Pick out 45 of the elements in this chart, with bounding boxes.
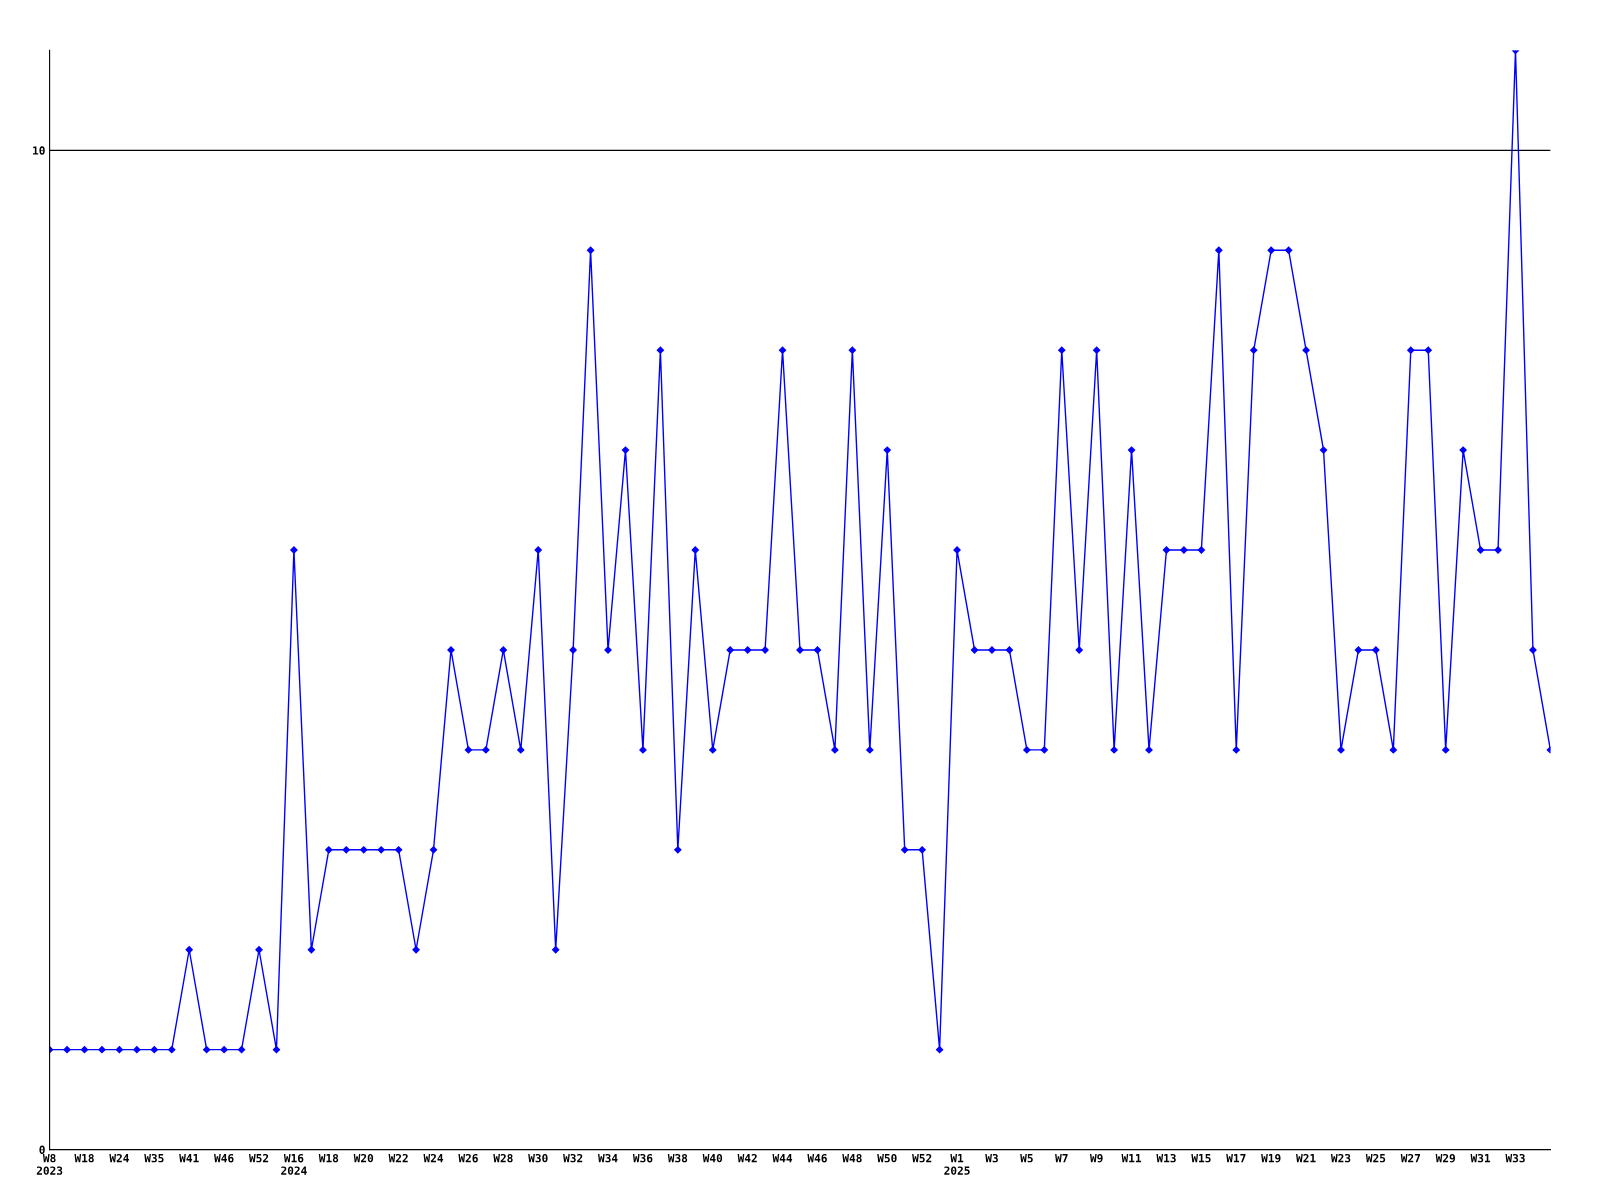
x-tick-label: W28 [493,1153,513,1163]
x-tick-label: W24 [109,1153,129,1163]
x-tick-label: W38 [667,1153,688,1163]
x-tick-label: W30 [528,1153,548,1163]
x-tick-label: W7 [1055,1154,1068,1163]
x-tick-label: W41 [179,1154,199,1163]
x-tick-label: W8 2023 [36,1153,63,1175]
x-tick-label: W46 [807,1153,827,1163]
x-tick-label: W32 [563,1153,583,1163]
x-tick-label: W29 [1435,1153,1456,1163]
x-tick-label: W25 [1365,1153,1386,1163]
x-tick-label: W33 [1505,1153,1525,1163]
x-tick-label: W19 [1261,1154,1281,1163]
x-tick-label: W13 [1156,1153,1176,1163]
x-tick-label: W36 [632,1153,653,1163]
x-tick-label: W48 [842,1153,862,1163]
x-tick-label: W23 [1330,1153,1351,1163]
x-tick-label: W22 [388,1153,408,1163]
x-tick-label: W11 [1121,1154,1142,1163]
x-tick-label: W3 [985,1153,998,1163]
x-tick-label: W42 [737,1153,757,1163]
x-tick-label: W34 [598,1153,618,1163]
x-tick-label: W26 [458,1153,478,1163]
y-tick-label: 0 [39,1145,45,1154]
x-tick-label: W35 [144,1153,164,1163]
x-tick-label: W52 [248,1153,269,1163]
x-tick-label: W20 [353,1153,374,1163]
x-tick-label: W46 [214,1153,234,1163]
x-tick-label: W44 [772,1154,793,1163]
x-tick-label: W5 [1020,1154,1033,1163]
x-tick-label: W1 2025 [944,1154,970,1175]
x-tick-label: W18 [74,1153,94,1163]
x-tick-label: W15 [1191,1154,1211,1163]
x-tick-label: W16 2024 [281,1153,307,1175]
x-tick-label: W27 [1400,1153,1420,1163]
x-tick-label: W21 [1296,1153,1316,1163]
x-tick-label: W31 [1470,1153,1491,1163]
x-tick-label: W40 [702,1153,723,1163]
x-tick-label: W18 [318,1153,339,1163]
x-tick-label: W50 [877,1153,897,1163]
x-tick-label: W24 [423,1153,444,1163]
x-tick-label: W17 [1226,1154,1246,1163]
y-tick-label: 10 [33,146,45,155]
x-tick-label: W9 [1089,1154,1103,1163]
x-tick-label: W52 [912,1153,932,1163]
